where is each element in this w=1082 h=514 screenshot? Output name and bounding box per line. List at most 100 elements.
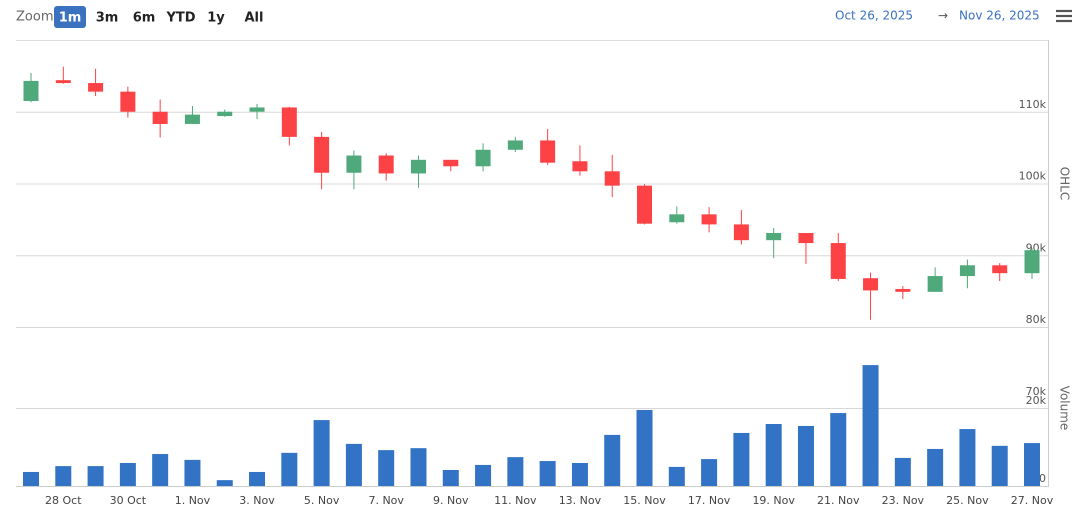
- candle-body: [830, 243, 846, 279]
- candle-body: [55, 80, 71, 84]
- volume-bar: [668, 466, 685, 486]
- candle-body: [346, 155, 362, 173]
- y2-axis-title: Volume: [1058, 386, 1072, 431]
- y-tick-label: 20k: [1026, 394, 1047, 407]
- volume-bar: [313, 420, 330, 486]
- candle-body: [314, 136, 330, 173]
- candle-body: [410, 159, 426, 174]
- volume-bar: [604, 434, 621, 486]
- x-tick-label: 9. Nov: [433, 494, 469, 507]
- volume-bar: [249, 471, 266, 486]
- volume-bar: [507, 457, 524, 486]
- candle-body: [604, 171, 620, 186]
- candle-body: [927, 276, 943, 292]
- x-tick-label: 30 Oct: [110, 494, 147, 507]
- volume-bar: [442, 470, 459, 486]
- volume-bar: [797, 425, 814, 486]
- candle-body: [88, 83, 104, 92]
- volume-bar: [23, 471, 39, 486]
- candle-body: [733, 224, 749, 241]
- x-tick-label: 25. Nov: [946, 494, 989, 507]
- candle-body: [863, 278, 879, 291]
- y-tick-label: 80k: [1026, 313, 1047, 326]
- volume-bar: [378, 450, 395, 486]
- range-to: Nov 26, 2025: [959, 9, 1040, 23]
- candle-body: [378, 155, 394, 174]
- y-tick-label: 100k: [1019, 170, 1047, 183]
- x-tick-label: 28 Oct: [45, 494, 82, 507]
- volume-bar: [216, 480, 233, 486]
- x-tick-label: 7. Nov: [368, 494, 404, 507]
- volume-bar: [765, 423, 782, 486]
- candle-body: [249, 107, 265, 112]
- candle-body: [540, 140, 556, 163]
- zoom-button[interactable]: 6m: [133, 11, 156, 26]
- volume-bar: [701, 459, 718, 486]
- x-tick-label: 1. Nov: [175, 494, 211, 507]
- candle-body: [475, 149, 491, 167]
- volume-bar: [830, 413, 847, 486]
- menu-icon[interactable]: [1056, 9, 1072, 23]
- zoom-button[interactable]: 1y: [207, 11, 225, 26]
- x-tick-label: 3. Nov: [239, 494, 275, 507]
- volume-bar: [281, 452, 298, 486]
- y-tick-label: 110k: [1019, 98, 1047, 111]
- volume-bar: [55, 466, 72, 486]
- candle-body: [443, 159, 459, 167]
- y-axis-title: OHLC: [1058, 167, 1072, 201]
- candle-body: [217, 111, 233, 117]
- y-tick-label: 70k: [1026, 385, 1047, 398]
- candle-body: [766, 233, 782, 241]
- x-tick-label: 15. Nov: [623, 494, 666, 507]
- y-tick-label: 0: [1039, 472, 1046, 485]
- candle-body: [152, 111, 168, 124]
- zoom-button[interactable]: YTD: [165, 11, 195, 26]
- volume-bar: [87, 466, 104, 486]
- range-arrow: →: [938, 9, 948, 23]
- candle-body: [895, 288, 911, 292]
- x-tick-label: 19. Nov: [752, 494, 795, 507]
- volume-bar: [152, 454, 169, 486]
- volume-bar: [894, 457, 911, 486]
- volume-bar: [410, 448, 427, 486]
- x-tick-label: 13. Nov: [559, 494, 602, 507]
- candle-body: [701, 214, 717, 225]
- zoom-buttons: 1m 3m 6m YTD 1y All: [54, 6, 263, 28]
- x-tick-label: 21. Nov: [817, 494, 860, 507]
- volume-bar: [184, 459, 201, 486]
- zoom-button[interactable]: All: [245, 11, 264, 26]
- zoom-label: Zoom: [16, 10, 53, 25]
- volume-bar: [571, 462, 588, 486]
- volume-bar: [927, 448, 944, 486]
- candle-body: [798, 233, 814, 244]
- volume-bar: [119, 462, 136, 486]
- candle-body: [281, 107, 297, 137]
- candle-body: [184, 114, 200, 124]
- volume-bar: [345, 443, 362, 486]
- volume-bar: [959, 429, 976, 486]
- range-from: Oct 26, 2025: [835, 9, 913, 23]
- candle-body: [637, 185, 653, 224]
- zoom-button[interactable]: 3m: [96, 11, 119, 26]
- volume-bar: [636, 409, 653, 486]
- candle-body: [120, 91, 136, 112]
- candle-body: [959, 265, 975, 277]
- zoom-button[interactable]: 1m: [59, 11, 82, 26]
- volume-bar: [1024, 443, 1040, 486]
- volume-bar: [539, 461, 556, 486]
- candle-body: [669, 214, 685, 223]
- candle-body: [1024, 250, 1040, 274]
- candle-body: [507, 140, 523, 150]
- volume-bar: [991, 445, 1008, 486]
- x-tick-label: 17. Nov: [688, 494, 731, 507]
- volume-bar: [862, 365, 879, 486]
- candle-body: [572, 161, 588, 172]
- x-tick-label: 27. Nov: [1011, 494, 1054, 507]
- x-tick-label: 11. Nov: [494, 494, 537, 507]
- volume-bar: [733, 432, 750, 486]
- zoom-button-bg: [54, 6, 86, 28]
- candle-body: [992, 265, 1008, 274]
- x-tick-label: 23. Nov: [882, 494, 925, 507]
- candle-body: [23, 80, 39, 101]
